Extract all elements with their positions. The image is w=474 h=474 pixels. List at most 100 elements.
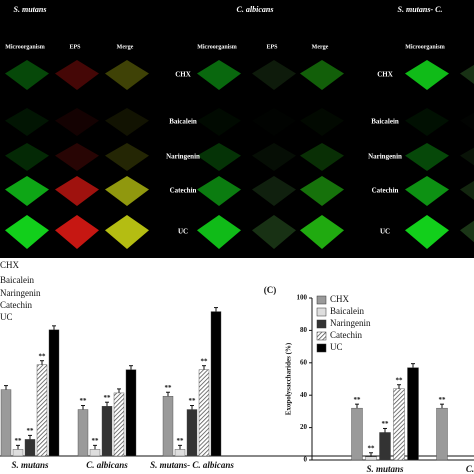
bar xyxy=(24,439,36,457)
significance-mark: ** xyxy=(382,420,390,428)
bar xyxy=(162,396,174,457)
channel-label: Microorganism xyxy=(405,44,445,50)
bar xyxy=(379,432,391,461)
legend-label: CHX xyxy=(0,260,20,270)
organism-header: C. albicans xyxy=(237,5,274,14)
y-axis-label: Exopolysaccharides (%) xyxy=(285,342,293,415)
legend-label: Naringenin xyxy=(0,288,41,298)
bar xyxy=(77,409,89,457)
micrograph xyxy=(197,215,241,249)
row-label: Catechin xyxy=(372,187,399,195)
micrograph xyxy=(55,176,99,206)
significance-mark: ** xyxy=(368,444,376,452)
channel-label: Microorganism xyxy=(5,44,45,50)
micrograph xyxy=(252,108,296,136)
micrograph xyxy=(300,215,344,249)
bar xyxy=(210,311,222,457)
row-label: Baicalein xyxy=(371,118,399,126)
significance-mark: ** xyxy=(354,396,362,404)
organism-header: S. mutans- C. xyxy=(398,5,443,14)
bar xyxy=(393,388,405,461)
significance-mark: ** xyxy=(80,397,88,405)
row-label: Baicalein xyxy=(169,118,197,126)
micrograph xyxy=(405,60,449,90)
row-label: CHX xyxy=(377,71,393,79)
micrograph xyxy=(197,108,241,136)
channel-label: Merge xyxy=(312,44,329,50)
micrograph xyxy=(5,108,49,136)
bar xyxy=(174,449,186,457)
micrograph xyxy=(252,176,296,206)
micrograph xyxy=(300,143,344,171)
significance-mark: ** xyxy=(104,394,112,402)
micrograph xyxy=(197,176,241,206)
micrograph xyxy=(300,176,344,206)
legend-label: Baicalein xyxy=(0,275,34,285)
legend-label: Catechin xyxy=(0,300,32,310)
micrograph xyxy=(460,147,474,166)
bar xyxy=(89,449,101,457)
micrograph xyxy=(252,60,296,90)
micrograph xyxy=(300,60,344,90)
micrograph xyxy=(105,60,149,90)
micrograph xyxy=(5,143,49,171)
micrograph xyxy=(5,176,49,206)
bar xyxy=(0,389,12,457)
y-tick-label: 0 xyxy=(304,456,308,464)
y-tick-label: 60 xyxy=(300,358,308,366)
significance-mark: ** xyxy=(177,437,185,445)
micrograph xyxy=(460,220,474,243)
x-tick-label: S. mutans- C. albicans xyxy=(150,460,234,470)
micrograph xyxy=(55,215,99,249)
micrograph xyxy=(5,60,49,90)
panel-label: (C) xyxy=(264,285,277,295)
significance-mark: ** xyxy=(15,437,23,445)
channel-label: Microorganism xyxy=(197,44,237,50)
bar xyxy=(113,392,125,457)
bar xyxy=(436,407,448,461)
organism-header: S. mutans xyxy=(14,5,47,14)
x-tick-label: S. mutans xyxy=(366,464,404,474)
row-label: CHX xyxy=(175,71,191,79)
bar xyxy=(36,364,48,457)
legend-swatch xyxy=(316,331,327,341)
micrograph xyxy=(405,108,449,136)
bar xyxy=(198,369,210,457)
significance-mark: ** xyxy=(201,357,209,365)
x-tick-label: C. albicans xyxy=(86,460,128,470)
micrograph xyxy=(105,176,149,206)
micrograph xyxy=(105,143,149,171)
legend-label: CHX xyxy=(330,294,350,304)
legend-swatch xyxy=(316,343,327,353)
row-label: Catechin xyxy=(170,187,197,195)
significance-mark: ** xyxy=(92,437,100,445)
micrograph xyxy=(197,60,241,90)
micrograph xyxy=(5,215,49,249)
legend-label: Catechin xyxy=(330,330,362,340)
bar xyxy=(48,329,60,457)
micrograph xyxy=(105,215,149,249)
micrograph xyxy=(105,108,149,136)
row-label: UC xyxy=(178,228,188,236)
legend-label: Naringenin xyxy=(330,318,371,328)
legend-label: UC xyxy=(0,312,13,322)
bar xyxy=(351,407,363,461)
y-tick-label: 40 xyxy=(300,391,308,399)
micrograph xyxy=(460,180,474,200)
channel-label: EPS xyxy=(266,44,278,50)
x-tick-label: C. xyxy=(466,464,474,474)
row-label: UC xyxy=(380,228,390,236)
bar xyxy=(125,369,137,457)
micrograph xyxy=(252,143,296,171)
row-label: Naringenin xyxy=(368,153,402,161)
channel-label: EPS xyxy=(69,44,81,50)
micrograph xyxy=(405,215,449,249)
micrograph xyxy=(197,143,241,171)
legend-label: UC xyxy=(330,342,343,352)
row-label: Naringenin xyxy=(166,153,200,161)
y-tick-label: 20 xyxy=(300,423,308,431)
significance-mark: ** xyxy=(189,397,197,405)
bar xyxy=(12,449,24,457)
micrograph xyxy=(300,108,344,136)
